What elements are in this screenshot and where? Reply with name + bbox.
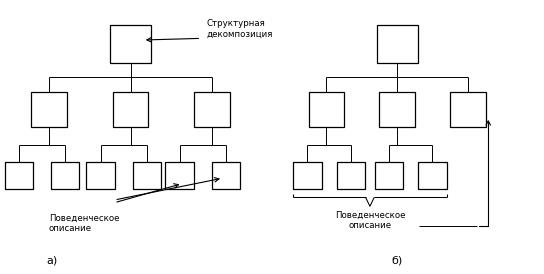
Bar [113,92,148,127]
Bar [375,162,403,189]
Bar [450,92,486,127]
Bar [51,162,79,189]
Bar [86,162,115,189]
Bar [110,25,151,63]
Text: б): б) [392,255,403,265]
Bar [212,162,240,189]
Bar [293,162,322,189]
Bar [337,162,365,189]
Bar [31,92,66,127]
Text: а): а) [46,255,57,265]
Bar [165,162,194,189]
Bar [5,162,33,189]
Text: Поведенческое
описание: Поведенческое описание [49,214,120,233]
Text: Поведенческое
описание: Поведенческое описание [335,210,405,230]
Bar [309,92,344,127]
Bar [380,92,415,127]
Text: Структурная
декомпозиция: Структурная декомпозиция [207,19,273,39]
Bar [195,92,230,127]
Bar [418,162,447,189]
Bar [133,162,161,189]
Bar [376,25,418,63]
